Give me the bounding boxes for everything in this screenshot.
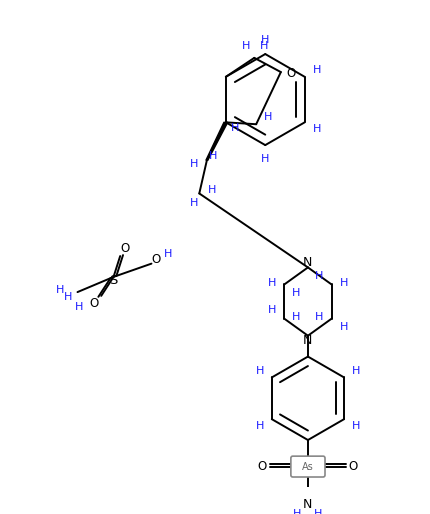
Text: H: H [261, 154, 270, 164]
Text: H: H [292, 288, 301, 298]
FancyBboxPatch shape [291, 456, 325, 477]
Text: H: H [260, 41, 268, 50]
Polygon shape [206, 122, 228, 160]
Text: H: H [56, 285, 64, 295]
Text: H: H [315, 312, 323, 322]
Text: H: H [261, 35, 270, 45]
Text: H: H [164, 249, 173, 259]
Text: O: O [89, 297, 98, 310]
Text: H: H [340, 278, 348, 288]
Text: H: H [292, 312, 301, 322]
Text: H: H [351, 421, 360, 431]
Text: H: H [313, 65, 321, 75]
Text: H: H [268, 278, 276, 288]
Text: H: H [231, 123, 240, 133]
Text: O: O [287, 67, 296, 81]
Text: O: O [120, 242, 129, 255]
Text: H: H [313, 124, 321, 135]
Text: H: H [209, 152, 217, 161]
Text: H: H [351, 366, 360, 376]
Text: H: H [315, 271, 323, 281]
Text: H: H [242, 41, 250, 50]
Text: H: H [189, 159, 198, 169]
Text: N: N [303, 256, 313, 269]
Text: S: S [109, 274, 118, 287]
Text: H: H [268, 305, 276, 315]
Text: H: H [64, 292, 72, 302]
Text: O: O [258, 460, 267, 473]
Text: O: O [152, 253, 161, 266]
Text: N: N [303, 498, 313, 511]
Text: O: O [349, 460, 358, 473]
Text: H: H [340, 322, 348, 332]
Text: H: H [207, 185, 216, 195]
Text: H: H [314, 509, 322, 514]
Text: H: H [189, 198, 198, 208]
Text: N: N [303, 334, 313, 347]
Text: H: H [264, 112, 273, 122]
Text: H: H [75, 302, 83, 313]
Text: H: H [293, 509, 302, 514]
Text: H: H [256, 366, 264, 376]
Text: As: As [302, 462, 314, 471]
Text: H: H [256, 421, 264, 431]
